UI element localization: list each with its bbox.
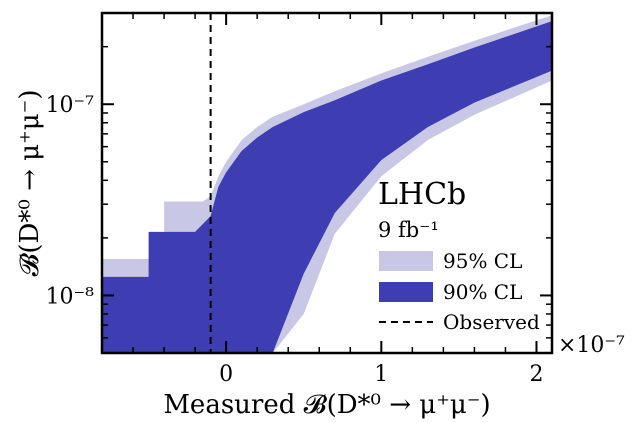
- x-multiplier: ×10⁻⁷: [558, 333, 625, 358]
- axes-group: 0 1 2 10⁻⁸ 10⁻⁷: [46, 11, 554, 387]
- x-axis-label: Measured 𝓑(D*⁰ → μ⁺μ⁻): [163, 390, 490, 420]
- plot-frame: [100, 11, 554, 355]
- luminosity-label: 9 fb⁻¹: [378, 218, 439, 242]
- experiment-label: LHCb: [378, 177, 466, 212]
- legend-swatch-95: [379, 251, 433, 271]
- x-tick-label: 0: [219, 362, 233, 387]
- x-tick-label: 1: [374, 362, 388, 387]
- band-90-cl: [102, 21, 552, 353]
- legend-swatch-90: [379, 282, 433, 302]
- legend-label-observed: Observed: [443, 310, 540, 334]
- y-axis-label: 𝓑(D*⁰ → μ⁺μ⁻): [15, 89, 45, 276]
- y-tick-label: 10⁻⁷: [46, 93, 95, 118]
- legend-label-95: 95% CL: [443, 249, 522, 273]
- legend-label-90: 90% CL: [443, 280, 522, 304]
- y-tick-label: 10⁻⁸: [46, 284, 95, 309]
- x-tick-label: 2: [529, 362, 543, 387]
- bands-group: [102, 15, 552, 353]
- legend: 95% CL 90% CL Observed: [379, 249, 540, 334]
